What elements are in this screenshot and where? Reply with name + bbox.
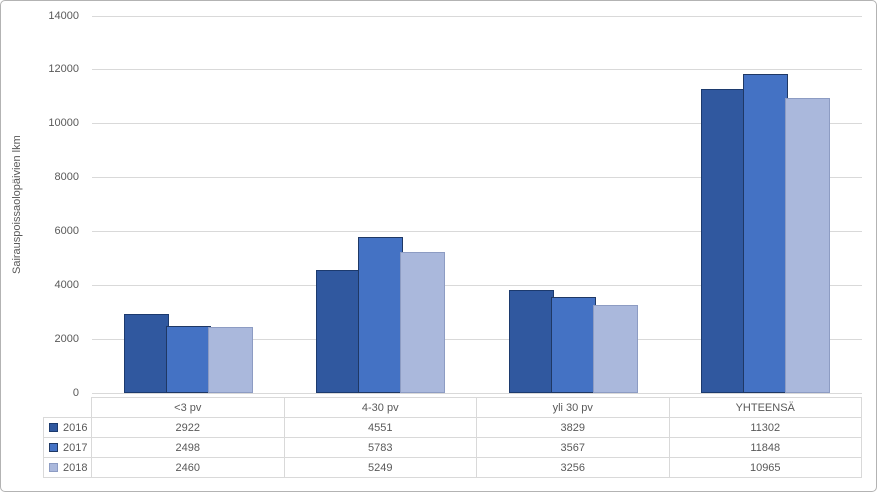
y-tick-label-8000: 8000 xyxy=(54,171,79,184)
table-cell-2018-<3 pv: 2460 xyxy=(91,457,285,478)
legend-label-2017: 2017 xyxy=(63,441,88,454)
bar-2018-YHTEENSÄ xyxy=(785,97,831,393)
legend-label-2018: 2018 xyxy=(63,461,88,474)
bar-2018-4-30 pv xyxy=(400,251,446,393)
table-header-YHTEENSÄ: YHTEENSÄ xyxy=(668,397,862,418)
gridline-10000 xyxy=(92,123,862,125)
data-table: <3 pv 4-30 pv yli 30 pv YHTEENSÄ 2016 2922 45… xyxy=(43,397,862,478)
bar-2017-<3 pv xyxy=(165,325,211,393)
table-cell-2017-YHTEENSÄ: 11848 xyxy=(668,437,862,458)
table-cell-2017-4-30 pv: 5783 xyxy=(283,437,477,458)
y-tick-label-0: 0 xyxy=(72,386,79,399)
y-tick-label-14000: 14000 xyxy=(48,9,79,22)
legend-item-2017: 2017 xyxy=(43,437,92,458)
y-tick-label-2000: 2000 xyxy=(54,332,79,345)
y-tick-label-12000: 12000 xyxy=(48,63,79,76)
table-row-2017: 2017 2498 5783 3567 11848 xyxy=(43,437,862,458)
table-cell-2016-YHTEENSÄ: 11302 xyxy=(668,417,862,438)
bar-2016-YHTEENSÄ xyxy=(701,88,747,393)
table-cell-2017-yli 30 pv: 3567 xyxy=(476,437,670,458)
plot-area xyxy=(92,15,862,394)
gridline-12000 xyxy=(92,69,862,71)
y-tick-label-6000: 6000 xyxy=(54,224,79,237)
table-cell-2016-yli 30 pv: 3829 xyxy=(476,417,670,438)
bar-2017-yli 30 pv xyxy=(550,296,596,393)
table-cell-2016-4-30 pv: 4551 xyxy=(283,417,477,438)
table-cell-2018-yli 30 pv: 3256 xyxy=(476,457,670,478)
legend-swatch-2018 xyxy=(49,462,58,472)
bar-2016-4-30 pv xyxy=(316,270,362,393)
table-cell-2017-<3 pv: 2498 xyxy=(91,437,285,458)
gridline-4000 xyxy=(92,284,862,286)
table-cell-2018-4-30 pv: 5249 xyxy=(283,457,477,478)
data-table-header: <3 pv 4-30 pv yli 30 pv YHTEENSÄ xyxy=(44,397,862,418)
legend-item-2018: 2018 xyxy=(43,457,92,478)
table-corner-cell xyxy=(44,398,92,418)
table-row-2016: 2016 2922 4551 3829 11302 xyxy=(43,417,862,438)
x-axis-baseline xyxy=(92,392,862,394)
gridline-8000 xyxy=(92,177,862,179)
bar-2017-YHTEENSÄ xyxy=(743,73,789,393)
bar-2017-4-30 pv xyxy=(358,237,404,393)
gridline-2000 xyxy=(92,338,862,340)
data-table-body: 2016 2922 4551 3829 11302 2017 2498 5783 3567 118… xyxy=(43,417,862,478)
table-cell-2018-YHTEENSÄ: 10965 xyxy=(668,457,862,478)
bar-2016-yli 30 pv xyxy=(508,289,554,393)
y-tick-label-10000: 10000 xyxy=(48,117,79,130)
table-cell-2016-<3 pv: 2922 xyxy=(91,417,285,438)
legend-item-2016: 2016 xyxy=(43,417,92,438)
table-row-2018: 2018 2460 5249 3256 10965 xyxy=(43,457,862,478)
bar-2018-yli 30 pv xyxy=(592,305,638,393)
table-header-yli 30 pv: yli 30 pv xyxy=(476,397,670,418)
gridline-14000 xyxy=(92,15,862,17)
y-tick-label-4000: 4000 xyxy=(54,278,79,291)
table-header-<3 pv: <3 pv xyxy=(91,397,285,418)
gridline-6000 xyxy=(92,230,862,232)
legend-swatch-2016 xyxy=(49,422,58,432)
legend-swatch-2017 xyxy=(49,442,58,452)
table-header-4-30 pv: 4-30 pv xyxy=(283,397,477,418)
bar-2018-<3 pv xyxy=(207,326,253,393)
legend-label-2016: 2016 xyxy=(63,421,88,434)
bar-2016-<3 pv xyxy=(123,314,169,393)
